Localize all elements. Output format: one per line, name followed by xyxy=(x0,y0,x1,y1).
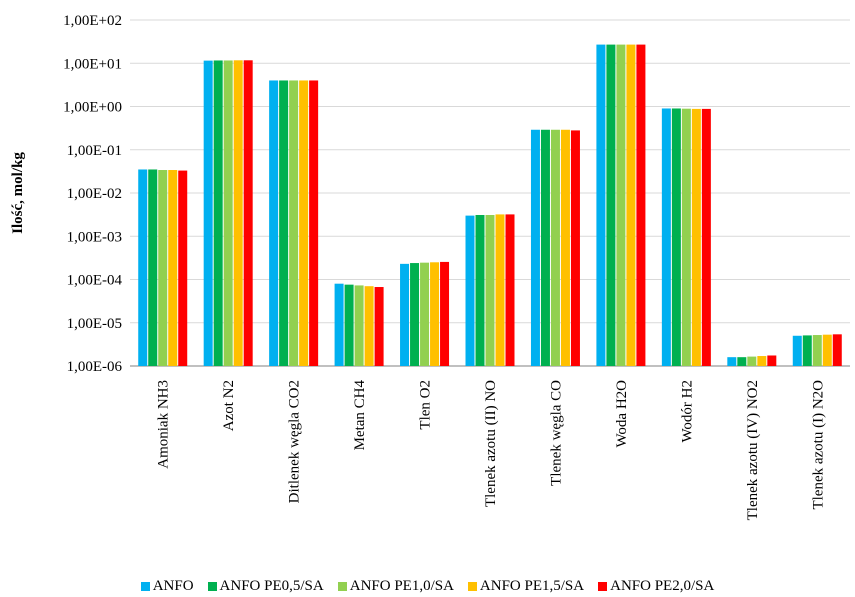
bar xyxy=(138,169,148,366)
bar xyxy=(832,334,842,366)
y-axis-label: Ilość, mol/kg xyxy=(10,152,26,234)
category-label: Tlenek węgla CO xyxy=(548,380,564,486)
legend-item: ANFO PE1,5/SA xyxy=(467,577,585,595)
legend-item: ANFO PE1,0/SA xyxy=(337,577,454,595)
bar xyxy=(344,284,354,366)
bar xyxy=(158,170,168,366)
legend-label: ANFO xyxy=(152,577,194,594)
bar xyxy=(802,335,812,366)
bar xyxy=(374,287,384,366)
y-tick-labels: 1,00E-06 1,00E-05 1,00E-04 1,00E-03 1,00E-02… xyxy=(63,13,122,375)
y-tick-label: 1,00E-04 xyxy=(67,273,123,289)
bar xyxy=(505,214,515,366)
bar xyxy=(626,44,636,367)
bar xyxy=(691,108,701,366)
y-tick-label: 1,00E-05 xyxy=(67,316,122,332)
bar xyxy=(671,108,681,367)
bar xyxy=(495,214,505,366)
bar xyxy=(148,169,158,366)
bar xyxy=(701,108,711,366)
bar xyxy=(616,44,626,367)
bar xyxy=(812,335,822,366)
bars xyxy=(138,44,842,367)
legend-label: ANFO PE0,5/SA xyxy=(219,577,324,594)
bar xyxy=(289,80,299,366)
legend-swatch xyxy=(598,581,608,591)
legend-item: ANFO xyxy=(140,577,194,595)
bar xyxy=(430,262,440,366)
bar xyxy=(178,170,188,366)
y-tick-label: 1,00E-06 xyxy=(67,359,123,375)
bar xyxy=(475,214,485,366)
y-tick-label: 1,00E-03 xyxy=(67,229,122,245)
category-label: Metan CH4 xyxy=(352,380,368,451)
bar xyxy=(661,108,671,367)
bar xyxy=(792,335,802,366)
bar xyxy=(596,44,606,367)
category-label: Tlenek azotu (IV) NO2 xyxy=(745,380,761,520)
bar xyxy=(485,214,495,366)
bar xyxy=(530,129,540,366)
bar xyxy=(243,60,253,366)
bar xyxy=(737,357,747,366)
bar xyxy=(636,44,646,367)
bar xyxy=(334,283,344,366)
legend-swatch xyxy=(140,581,150,591)
bar xyxy=(757,356,767,366)
bar xyxy=(309,80,319,366)
bar xyxy=(681,108,691,367)
legend-item: ANFO PE0,5/SA xyxy=(207,577,324,595)
bar xyxy=(203,60,213,366)
legend-label: ANFO PE2,0/SA xyxy=(610,577,715,594)
category-label: Amoniak NH3 xyxy=(156,380,172,469)
chart-svg: 1,00E-06 1,00E-05 1,00E-04 1,00E-03 1,00E-02… xyxy=(10,13,850,521)
y-tick-label: 1,00E-01 xyxy=(67,143,122,159)
category-label: Azot N2 xyxy=(221,380,237,431)
bar xyxy=(440,261,450,366)
legend-label: ANFO PE1,5/SA xyxy=(479,577,585,594)
y-tick-label: 1,00E+00 xyxy=(63,100,122,116)
bar xyxy=(606,44,616,367)
bar xyxy=(747,356,757,366)
bar xyxy=(410,263,420,366)
bar xyxy=(550,129,560,366)
y-tick-label: 1,00E+02 xyxy=(63,13,122,29)
category-label: Ditlenek węgla CO2 xyxy=(287,380,303,503)
bar xyxy=(420,262,430,366)
legend-swatch xyxy=(337,581,347,591)
bar xyxy=(233,60,243,366)
bar xyxy=(223,60,233,367)
bar xyxy=(540,129,550,366)
category-label: Tlen O2 xyxy=(418,380,434,430)
category-labels: Amoniak NH3 Azot N2 Ditlenek węgla CO2 Meta… xyxy=(156,380,827,521)
bar xyxy=(364,286,374,366)
legend-item: ANFO PE2,0/SA xyxy=(598,578,714,595)
bar xyxy=(279,80,289,366)
legend: ANFO ANFO PE0,5/SA ANFO PE1,0/SA ANFO PE1,5… xyxy=(0,576,855,596)
bar xyxy=(213,60,223,367)
y-tick-label: 1,00E-02 xyxy=(67,186,122,202)
bar xyxy=(400,263,410,366)
category-label: Tlenek azotu (I) N2O xyxy=(810,380,826,510)
category-label: Wodór H2 xyxy=(679,380,695,443)
legend-swatch xyxy=(467,581,477,591)
bar xyxy=(767,355,777,366)
bar xyxy=(168,170,178,366)
category-label: Tlenek azotu (II) NO xyxy=(483,380,499,507)
category-label: Woda H2O xyxy=(614,380,630,448)
bar xyxy=(354,285,364,366)
legend-swatch xyxy=(207,581,217,591)
bar xyxy=(299,80,309,366)
bar xyxy=(570,130,580,366)
y-tick-label: 1,00E+01 xyxy=(63,56,122,72)
bar xyxy=(560,129,570,366)
bar xyxy=(727,357,737,366)
bar xyxy=(269,80,279,366)
bar xyxy=(822,334,832,366)
bar xyxy=(465,215,475,366)
legend-label: ANFO PE1,0/SA xyxy=(349,577,454,594)
